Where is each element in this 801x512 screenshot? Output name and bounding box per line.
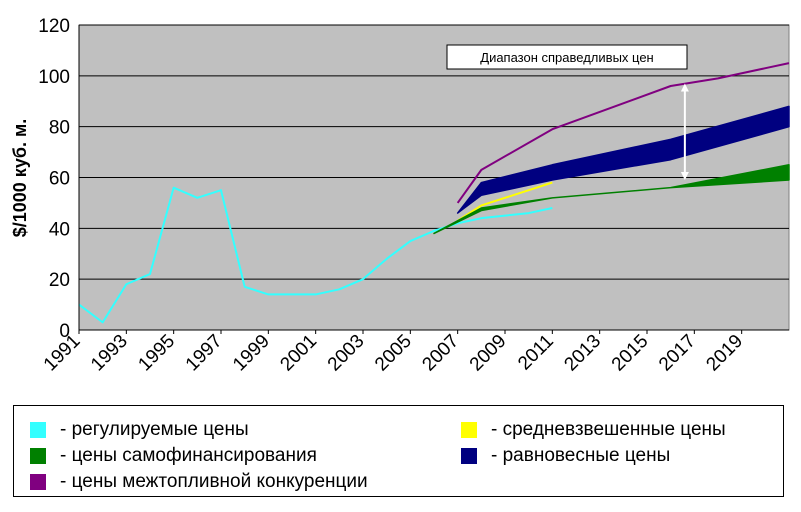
legend-item-self-financing: - цены самофинансирования <box>30 445 317 467</box>
x-tick-label: 2005 <box>371 331 416 376</box>
series-line-4 <box>456 62 790 204</box>
x-tick-label: 1993 <box>87 331 132 376</box>
series-band-2 <box>433 164 790 235</box>
legend-swatch-regulated <box>30 422 46 438</box>
legend-label-self-financing: - цены самофинансирования <box>60 445 317 466</box>
range-arrow-head-top <box>680 83 689 92</box>
x-tick-label: 2011 <box>514 331 558 375</box>
range-arrow-head-bottom <box>680 172 689 181</box>
series-band-3 <box>456 105 790 214</box>
x-tick-label: 2001 <box>276 331 321 376</box>
x-tick-label: 2015 <box>608 331 653 376</box>
legend-label-equilibrium: - равновесные цены <box>491 445 671 466</box>
x-tick-label: 2019 <box>702 331 747 376</box>
series-line-0 <box>78 186 553 324</box>
legend-item-weighted: - средневзвешенные цены <box>461 419 726 441</box>
legend-swatch-self-financing <box>30 448 46 464</box>
legend-item-equilibrium: - равновесные цены <box>461 445 670 467</box>
x-tick-label: 2007 <box>418 331 463 376</box>
legend-label-interfuel: - цены межтопливной конкуренции <box>60 471 368 492</box>
y-tick-label: 120 <box>38 16 70 37</box>
legend-item-regulated: - регулируемые цены <box>30 419 249 441</box>
y-tick-label: 100 <box>38 67 70 88</box>
x-tick-label: 2003 <box>324 331 369 376</box>
y-axis-label: $/1000 куб. м. <box>10 119 30 238</box>
legend: - регулируемые цены - средневзвешенные ц… <box>13 405 784 497</box>
x-tick-label: 1999 <box>229 331 274 376</box>
y-tick-label: 80 <box>49 118 70 139</box>
x-tick-label: 2013 <box>560 331 605 376</box>
legend-swatch-equilibrium <box>461 448 477 464</box>
x-tick-label: 2009 <box>466 331 511 376</box>
y-tick-label: 0 <box>59 321 70 342</box>
series-line-1 <box>457 181 553 222</box>
x-tick-label: 2017 <box>655 331 700 376</box>
y-tick-label: 40 <box>49 219 70 240</box>
legend-label-weighted: - средневзвешенные цены <box>491 419 726 440</box>
annotation-text: Диапазон справедливых цен <box>480 50 653 65</box>
x-tick-label: 1995 <box>134 331 179 376</box>
legend-swatch-interfuel <box>30 474 46 490</box>
x-tick-label: 1997 <box>182 331 227 376</box>
legend-label-regulated: - регулируемые цены <box>60 419 249 440</box>
x-tick-label: 1991 <box>40 331 85 376</box>
annotation-box <box>446 44 688 70</box>
y-tick-label: 20 <box>49 270 70 291</box>
chart: Диапазон справедливых цен 0 20 40 60 80 100 12… <box>10 16 790 376</box>
legend-swatch-weighted <box>461 422 477 438</box>
y-tick-label: 60 <box>49 169 70 190</box>
legend-item-interfuel: - цены межтопливной конкуренции <box>30 471 368 493</box>
